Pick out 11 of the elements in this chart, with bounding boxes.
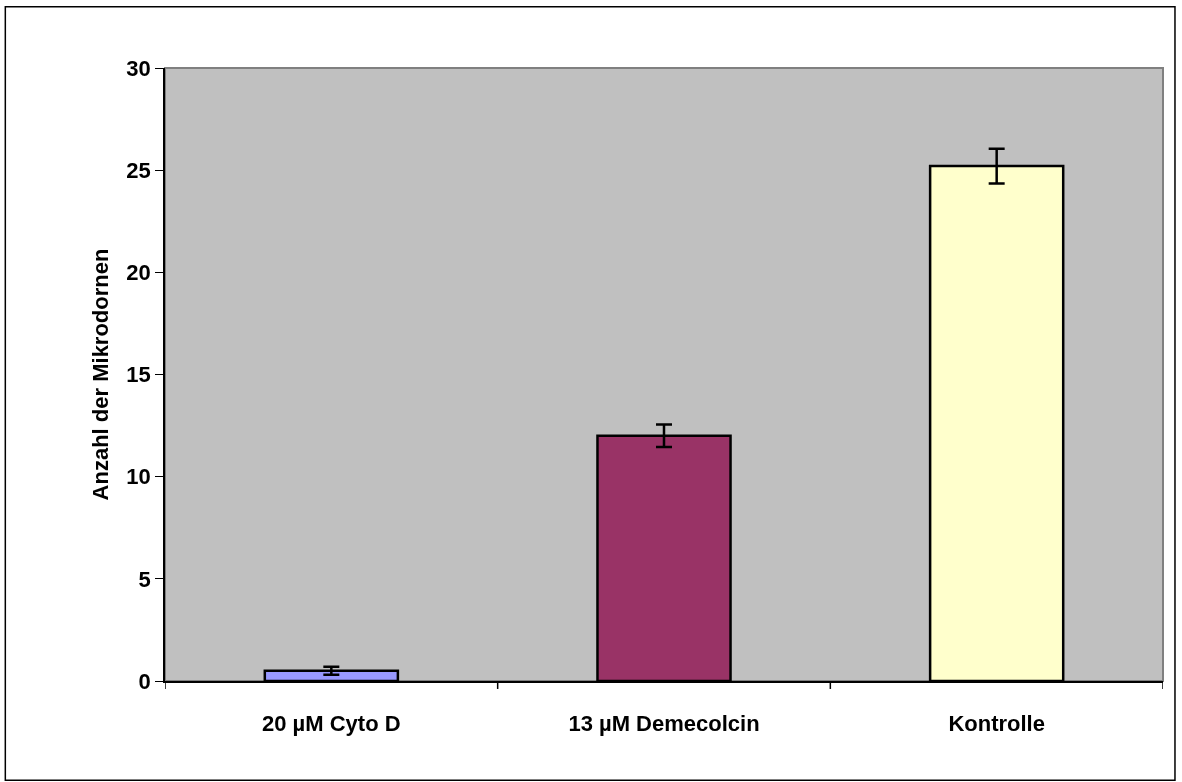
y-tick-label: 0 — [138, 668, 151, 694]
x-tick-label: 20 µM Cyto D — [262, 711, 401, 737]
x-tick-label: 13 µM Demecolcin — [568, 711, 760, 737]
y-tick-label: 10 — [126, 464, 151, 490]
y-tick-label: 15 — [126, 362, 151, 388]
y-tick-label: 20 — [126, 260, 151, 286]
y-tick-label: 30 — [126, 55, 151, 81]
y-axis-title: Anzahl der Mikrodornen — [87, 248, 113, 501]
y-tick-label: 5 — [138, 566, 151, 592]
x-tick-label: Kontrolle — [948, 711, 1045, 737]
y-tick-label: 25 — [126, 157, 151, 183]
